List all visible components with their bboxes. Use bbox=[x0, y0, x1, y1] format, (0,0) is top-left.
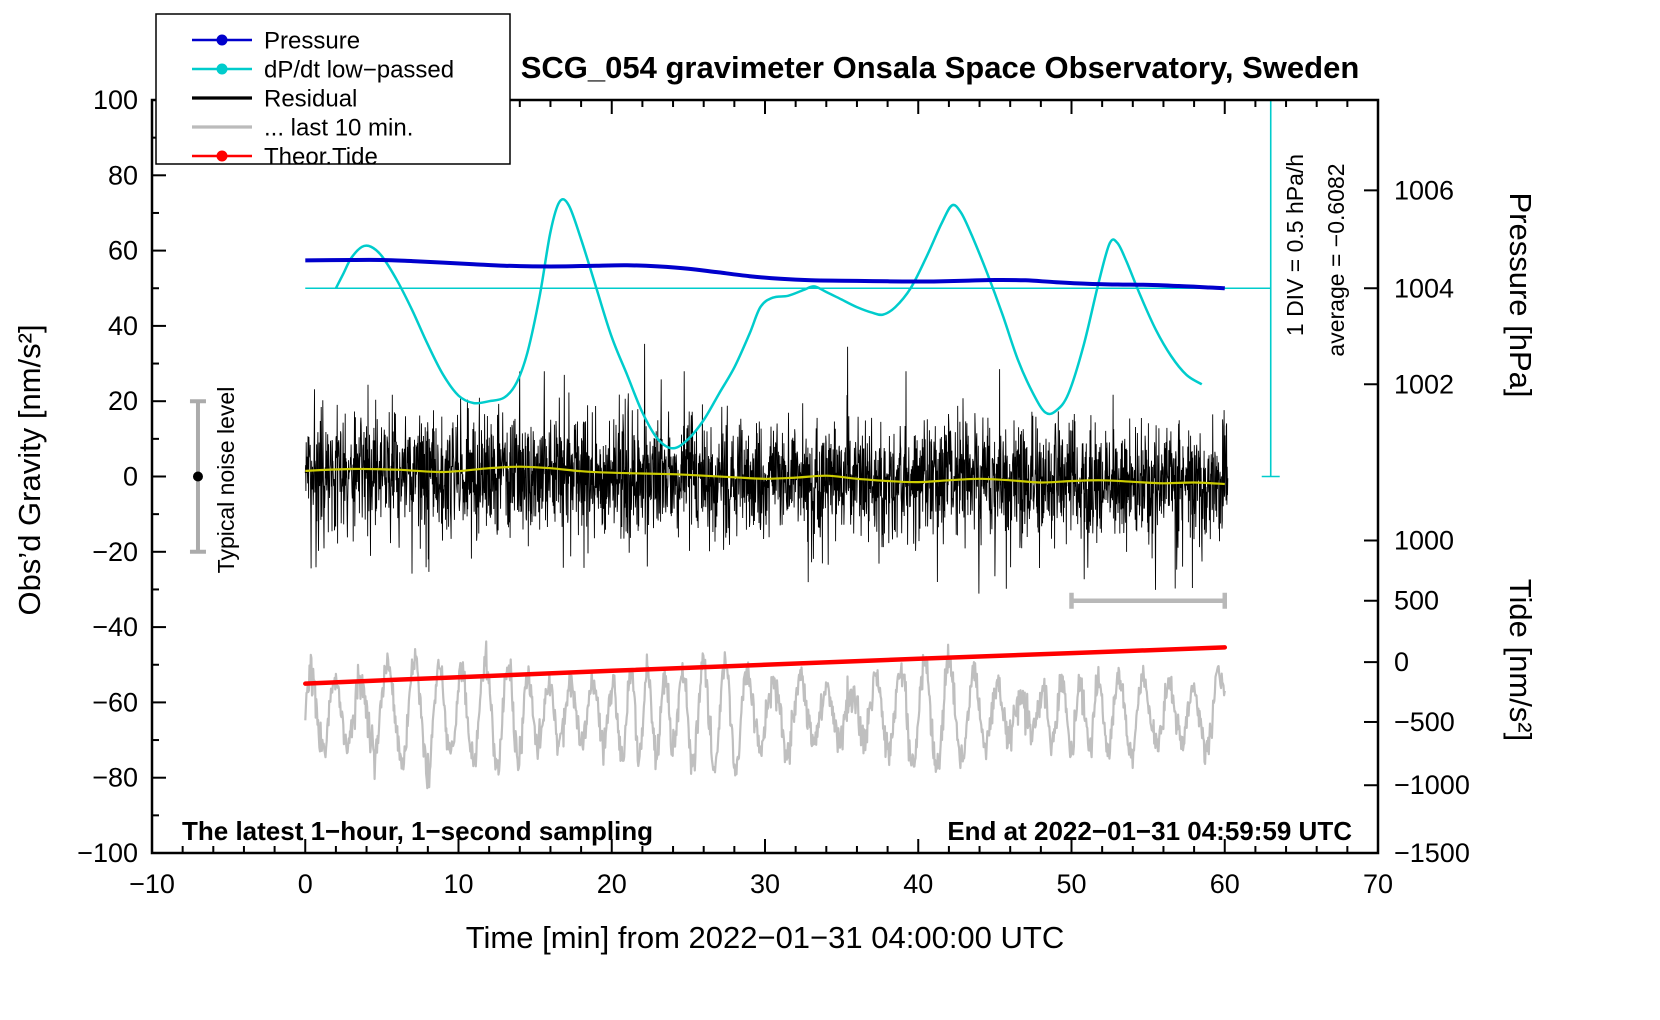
ten-minute-scale-bar bbox=[1069, 592, 1227, 609]
x-tick-label: 60 bbox=[1210, 869, 1240, 899]
dpdt-lowpassed-series bbox=[334, 198, 1203, 450]
pressure-tick-label: 1004 bbox=[1394, 273, 1454, 303]
plot-frame bbox=[150, 98, 1380, 855]
div-note: 1 DIV = 0.5 hPa/h bbox=[1282, 154, 1308, 336]
legend-label: Residual bbox=[264, 86, 357, 113]
pressure-tick-label: 1000 bbox=[1394, 526, 1454, 556]
y-axis-tide: 500 0 −500 −1000 −1500 bbox=[1364, 586, 1470, 868]
legend-dot-sample bbox=[216, 150, 228, 162]
legend-label: Pressure bbox=[264, 28, 360, 55]
legend-item: ... last 10 min. bbox=[192, 115, 413, 142]
x-axis-label: Time [min] from 2022−01−31 04:00:00 UTC bbox=[466, 920, 1065, 955]
x-tick-label: 30 bbox=[750, 869, 780, 899]
pressure-tick-label: 1002 bbox=[1394, 369, 1454, 399]
tide-tick-label: −1500 bbox=[1394, 838, 1470, 868]
x-tick-label: 0 bbox=[298, 869, 313, 899]
y-left-axis-label: Obs’d Gravity [nm/s²] bbox=[12, 324, 47, 615]
legend-label: ... last 10 min. bbox=[264, 115, 413, 142]
legend-item: Pressure bbox=[192, 28, 360, 55]
typical-noise-level-bar: Typical noise level bbox=[189, 387, 239, 574]
legend-item: dP/dt low−passed bbox=[192, 57, 454, 84]
last-10-min-series bbox=[304, 640, 1226, 790]
axes: −10 0 10 20 30 40 50 60 70−100−80−60−40−20020406… bbox=[77, 85, 1470, 899]
y-axis-pressure: 1006 1004 1002 1000 bbox=[1364, 175, 1454, 556]
x-tick-label: 10 bbox=[443, 869, 473, 899]
y-left-tick-label: 100 bbox=[93, 85, 138, 115]
y-left-tick-label: 80 bbox=[108, 160, 138, 190]
x-tick-label: 70 bbox=[1363, 869, 1393, 899]
x-tick-label: −10 bbox=[129, 869, 175, 899]
theoretical-tide-series bbox=[303, 645, 1228, 686]
y-left-tick-label: 40 bbox=[108, 311, 138, 341]
tide-tick-label: 500 bbox=[1394, 586, 1439, 616]
pressure-series bbox=[305, 257, 1225, 291]
y-left-tick-label: −20 bbox=[92, 537, 138, 567]
legend-label: dP/dt low−passed bbox=[264, 57, 454, 84]
tide-tick-label: −1000 bbox=[1394, 770, 1470, 800]
residual-lowpass-series bbox=[305, 465, 1225, 486]
y-left-tick-label: −60 bbox=[92, 687, 138, 717]
pressure-axis-label: Pressure [hPa] bbox=[1503, 192, 1538, 397]
x-tick-label: 20 bbox=[597, 869, 627, 899]
y-left-tick-label: −80 bbox=[92, 763, 138, 793]
y-left-tick-label: 20 bbox=[108, 386, 138, 416]
legend-dot-sample bbox=[216, 63, 228, 75]
sampling-note: The latest 1−hour, 1−second sampling bbox=[182, 816, 653, 846]
y-axis-left: −100 −80 −60 −40 −20 0 20 40 60 80 100 bbox=[77, 85, 166, 868]
y-left-tick-label: −40 bbox=[92, 612, 138, 642]
legend-dot-sample bbox=[216, 34, 228, 46]
tide-tick-label: 0 bbox=[1394, 647, 1409, 677]
y-left-tick-label: −100 bbox=[77, 838, 138, 868]
y-left-tick-label: 60 bbox=[108, 236, 138, 266]
x-tick-label: 50 bbox=[1056, 869, 1086, 899]
chart-title: SCG_054 gravimeter Onsala Space Observat… bbox=[521, 50, 1360, 85]
tide-tick-label: −500 bbox=[1394, 707, 1455, 737]
legend-item: Residual bbox=[192, 86, 357, 113]
pressure-tick-label: 1006 bbox=[1394, 175, 1454, 205]
legend-label: Theor.Tide bbox=[264, 144, 378, 171]
end-time-note: End at 2022−01−31 04:59:59 UTC bbox=[947, 816, 1352, 846]
y-left-tick-label: 0 bbox=[123, 462, 138, 492]
residual-series bbox=[304, 343, 1229, 594]
tide-axis-label: Tide [nm/s²] bbox=[1503, 579, 1538, 742]
x-tick-label: 40 bbox=[903, 869, 933, 899]
noise-level-dot bbox=[192, 471, 203, 482]
noise-level-label: Typical noise level bbox=[213, 387, 239, 574]
legend-item: Theor.Tide bbox=[192, 144, 378, 171]
average-note: average = −0.6082 bbox=[1323, 163, 1349, 356]
